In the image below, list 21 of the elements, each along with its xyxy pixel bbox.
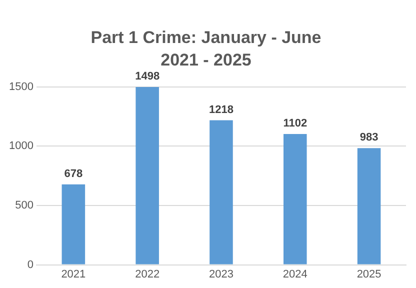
x-tick-label: 2023 — [208, 268, 234, 280]
y-tick-label: 0 — [27, 258, 34, 271]
data-label: 983 — [360, 132, 378, 144]
y-tick-label: 1500 — [8, 80, 34, 93]
x-tick-label: 2022 — [135, 268, 160, 280]
bar — [210, 120, 233, 264]
x-tick-label: 2025 — [356, 268, 382, 280]
bar — [357, 148, 381, 264]
data-label: 1498 — [135, 70, 160, 83]
bar — [62, 184, 86, 264]
bar — [136, 87, 159, 264]
data-label: 1102 — [283, 118, 308, 130]
data-label: 1218 — [208, 104, 234, 116]
x-tick-label: 2021 — [61, 268, 86, 280]
bar — [284, 134, 307, 264]
x-tick-label: 2024 — [282, 268, 308, 280]
y-tick-label: 1000 — [8, 140, 34, 152]
chart-title: Part 1 Crime: January - June — [90, 28, 322, 47]
y-tick-label: 500 — [15, 200, 34, 212]
chart-subtitle: 2021 - 2025 — [160, 50, 252, 70]
data-label: 678 — [64, 168, 83, 180]
